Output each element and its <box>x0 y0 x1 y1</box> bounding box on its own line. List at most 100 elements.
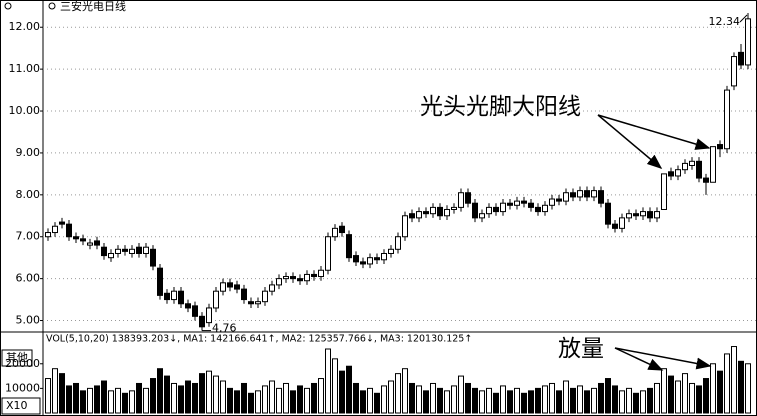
icon <box>48 2 56 10</box>
annotation: 放量 <box>558 336 604 362</box>
candle-body <box>94 240 100 246</box>
volume-bar <box>367 387 373 414</box>
candle-body <box>444 208 450 217</box>
candle-body <box>150 248 156 267</box>
volume-bar <box>94 385 100 414</box>
min-label: 4.76 <box>212 322 237 335</box>
candle-body <box>570 192 576 198</box>
candle-body <box>157 267 163 296</box>
volume-bar <box>486 387 492 414</box>
volume-bar <box>640 390 646 414</box>
volume-bar <box>276 387 282 414</box>
volume-bar <box>689 382 695 414</box>
annotation-arrow <box>614 347 664 371</box>
candle-body <box>339 225 345 234</box>
volume-bar <box>45 378 51 414</box>
volume-bar <box>605 378 611 414</box>
volume-bar <box>318 378 324 414</box>
candle-body <box>493 206 499 213</box>
candle-body <box>521 200 527 204</box>
candle-body <box>430 206 436 215</box>
volume-bar <box>59 373 65 414</box>
pointer <box>739 14 748 23</box>
volume-bar <box>360 390 366 414</box>
y-tick-label: 7.00 <box>16 230 41 243</box>
volume-bar <box>290 390 296 414</box>
volume-bar <box>171 382 177 414</box>
volume-bar <box>535 387 541 414</box>
volume-bar <box>528 390 534 414</box>
volume-bar <box>115 387 121 414</box>
volume-bar <box>661 368 667 414</box>
candle-body <box>129 248 135 254</box>
candle-body <box>108 252 114 259</box>
volume-bar <box>311 382 317 414</box>
candle-body <box>605 202 611 225</box>
volume-bar <box>332 358 338 414</box>
volume-bar <box>577 385 583 414</box>
volume-bar <box>143 387 149 414</box>
volume-bar <box>192 382 198 414</box>
candle-body <box>465 192 471 204</box>
volume-bar <box>416 385 422 414</box>
candle-body <box>136 246 142 254</box>
candle-body <box>619 217 625 229</box>
candle-body <box>262 290 268 303</box>
volume-bar <box>598 382 604 414</box>
candle-body <box>647 211 653 219</box>
volume-bar <box>227 387 233 414</box>
candle-body <box>290 276 296 280</box>
volume-bar <box>675 380 681 414</box>
annotation: 光头光脚大阳线 <box>420 94 581 120</box>
candle-body <box>206 307 212 324</box>
candle-body <box>241 288 247 301</box>
candle-body <box>661 173 667 210</box>
volume-bar <box>241 382 247 414</box>
volume-bar <box>507 390 513 414</box>
volume-bar <box>234 390 240 414</box>
unit-box <box>1 397 41 415</box>
candle-body <box>703 177 709 183</box>
volume-bar <box>129 390 135 414</box>
candle-body <box>409 213 415 219</box>
candle-body <box>66 223 72 238</box>
volume-tick-label: 10000 <box>5 381 40 394</box>
candle-body <box>479 213 485 219</box>
volume-bar <box>199 373 205 414</box>
volume-bar <box>66 385 72 414</box>
candle-body <box>283 276 289 280</box>
candle-body <box>325 236 331 271</box>
candle-body <box>304 273 310 282</box>
y-tick-label: 10.00 <box>9 104 41 117</box>
y-tick-label: 5.00 <box>16 314 41 327</box>
candle-body <box>542 204 548 213</box>
volume-bar <box>248 392 254 414</box>
candle-body <box>612 223 618 229</box>
y-tick-label: 11.00 <box>9 62 41 75</box>
candle-body <box>423 211 429 215</box>
candle-body <box>535 206 541 213</box>
volume-bar <box>213 375 219 414</box>
candle-body <box>178 290 184 305</box>
volume-bar <box>619 390 625 414</box>
candle-body <box>472 202 478 219</box>
volume-bar <box>297 385 303 414</box>
volume-bar <box>542 385 548 414</box>
candle-body <box>388 248 394 254</box>
candle-body <box>213 290 219 309</box>
annotation-arrow <box>614 347 712 370</box>
candle-body <box>199 315 205 328</box>
candle-body <box>52 225 58 234</box>
volume-bar <box>87 387 93 414</box>
volume-bar <box>682 373 688 414</box>
candle-body <box>122 248 128 252</box>
y-tick-label: 6.00 <box>16 272 41 285</box>
button[interactable] <box>1 349 33 367</box>
candle-body <box>311 273 317 278</box>
button-label[interactable]: 其他 <box>6 351 28 364</box>
volume-bar <box>409 382 415 414</box>
volume-unit: X10 <box>6 399 28 412</box>
candle-body <box>577 190 583 198</box>
